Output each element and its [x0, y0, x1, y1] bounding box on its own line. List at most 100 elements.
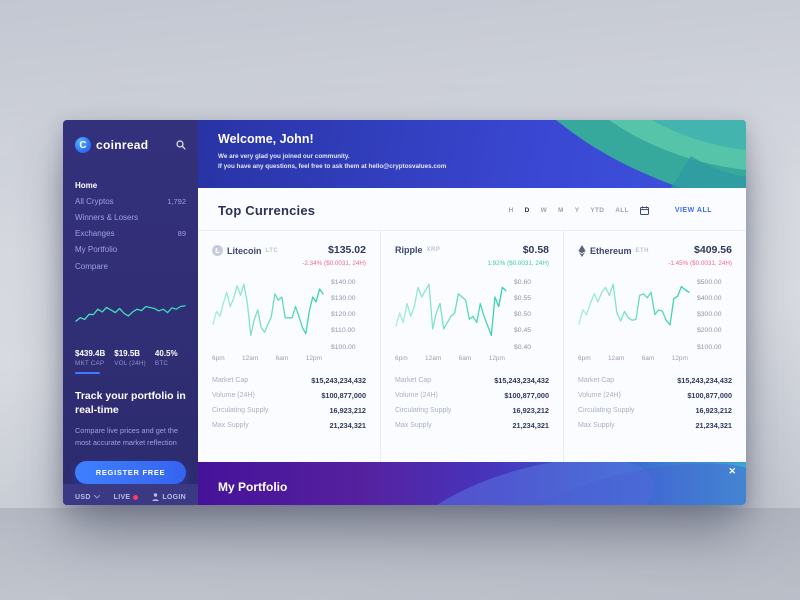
stat-label: BTC	[154, 360, 169, 368]
welcome-banner: Welcome, John! We are very glad you join…	[198, 120, 746, 188]
search-icon[interactable]	[176, 140, 186, 150]
stat-label: Circulating Supply	[212, 406, 269, 414]
stat-value: $100,877,000	[321, 390, 366, 400]
ethereum-price-chart	[578, 278, 690, 348]
litecoin-icon: Ł	[212, 245, 223, 256]
stat-label: Circulating Supply	[395, 406, 452, 414]
stat-market-cap[interactable]: $439.4B MKT CAP	[75, 349, 106, 375]
card-ripple[interactable]: Ripple XRP $0.58 1.92% ($0.0031, 24H)	[380, 231, 563, 462]
welcome-title: Welcome, John!	[218, 132, 314, 146]
coin-name: Ripple	[395, 245, 423, 255]
card-ethereum[interactable]: Ethereum ETH $409.56 -1.45% ($0.0031, 24…	[563, 231, 746, 462]
dashboard-window: C coinread Home All Cryptos 1,792 Winner…	[63, 120, 746, 505]
coin-identity: Ripple XRP	[395, 244, 440, 255]
sidebar-item-winners-losers[interactable]: Winners & Losers	[75, 209, 186, 225]
stat-volume[interactable]: $19.5B VOL (24H)	[114, 349, 146, 374]
chart-zone: 6pm 12am 6am 12pm $140.00 $130.00 $120.0…	[212, 278, 366, 362]
stat-label: MKT CAP	[75, 360, 105, 368]
stat-value: 21,234,321	[329, 420, 366, 430]
live-label: LIVE	[113, 493, 131, 501]
my-portfolio-bar[interactable]: My Portfolio ✕	[198, 462, 746, 505]
stat-value: 40.5%	[154, 349, 178, 359]
stat-value: $19.5B	[114, 349, 141, 359]
sidebar-item-compare[interactable]: Compare	[75, 258, 186, 274]
x-axis-labels: 6pm 12am 6am 12pm	[395, 354, 505, 362]
card-header: Ripple XRP $0.58 1.92% ($0.0031, 24H)	[395, 244, 549, 267]
currency-cards: Ł Litecoin LTC $135.02 -2.34% ($0.0031, …	[198, 231, 746, 462]
y-axis-labels: $140.00 $130.00 $120.00 $110.00 $100.00	[331, 278, 356, 351]
menu-label: Compare	[75, 261, 108, 271]
coin-identity: Ethereum ETH	[578, 244, 649, 257]
menu-badge: 89	[177, 229, 186, 239]
promo-block: Track your portfolio in real-time Compar…	[63, 374, 198, 448]
section-title: Top Currencies	[218, 203, 316, 218]
stat-value: 16,923,212	[512, 405, 549, 415]
x-axis-labels: 6pm 12am 6am 12pm	[212, 354, 322, 362]
menu-badge: 1,792	[167, 196, 186, 206]
stat-label: Market Cap	[578, 376, 615, 384]
view-all-link[interactable]: VIEW ALL	[674, 207, 712, 214]
promo-title: Track your portfolio in real-time	[75, 390, 186, 416]
stat-value: 16,923,212	[695, 405, 732, 415]
coin-change: 1.92% ($0.0031, 24H)	[487, 259, 549, 267]
time-filters: H D W M Y YTD ALL	[509, 206, 649, 215]
close-icon[interactable]: ✕	[728, 466, 736, 476]
banner-decoration	[556, 120, 746, 188]
litecoin-price-chart	[212, 278, 324, 348]
currency-selector[interactable]: USD	[75, 494, 100, 501]
calendar-icon[interactable]	[639, 206, 649, 215]
logo-row: C coinread	[63, 120, 198, 165]
promo-text: Compare live prices and get the most acc…	[75, 426, 179, 447]
menu-label: All Cryptos	[75, 196, 114, 206]
menu-label: Home	[75, 180, 98, 190]
active-stat-underline	[75, 372, 100, 375]
y-axis-labels: $0.60 $0.55 $0.50 $0.45 $0.40	[514, 278, 532, 351]
coin-stats: Market Cap $15,243,234,432 Volume (24H) $1…	[578, 373, 732, 433]
login-label: LOGIN	[162, 493, 186, 501]
brand-name: coinread	[96, 138, 149, 152]
stat-label: Volume (24H)	[578, 391, 621, 399]
coin-ticker: ETH	[635, 248, 650, 254]
menu-label: Winners & Losers	[75, 212, 139, 222]
coin-price: $0.58	[522, 244, 549, 256]
coin-change: -1.45% ($0.0031, 24H)	[668, 259, 732, 267]
filter-day[interactable]: D	[524, 207, 530, 214]
filter-ytd[interactable]: YTD	[590, 207, 605, 214]
coin-name: Litecoin	[227, 245, 262, 256]
sidebar-footer: USD LIVE LOGIN	[63, 484, 198, 505]
card-litecoin[interactable]: Ł Litecoin LTC $135.02 -2.34% ($0.0031, …	[198, 231, 380, 462]
market-sparkline-chart	[75, 296, 186, 341]
filter-month[interactable]: M	[558, 207, 564, 214]
sidebar-item-home[interactable]: Home	[75, 177, 186, 193]
sidebar-item-exchanges[interactable]: Exchanges 89	[75, 226, 186, 242]
portfolio-bar-decoration	[402, 462, 746, 505]
x-axis-labels: 6pm 12am 6am 12pm	[578, 354, 688, 362]
coin-ticker: LTC	[265, 247, 279, 254]
filter-week[interactable]: W	[540, 207, 547, 214]
currency-label: USD	[75, 493, 91, 501]
sidebar-item-all-cryptos[interactable]: All Cryptos 1,792	[75, 193, 186, 209]
coinread-logo-icon: C	[75, 137, 91, 153]
filter-all[interactable]: ALL	[615, 207, 629, 214]
stat-value: 16,923,212	[329, 405, 366, 415]
ethereum-icon	[578, 245, 586, 257]
filter-year[interactable]: Y	[574, 207, 580, 214]
welcome-line2: If you have any questions, feel free to …	[218, 162, 447, 170]
content-header: Top Currencies H D W M Y YTD ALL	[198, 188, 746, 231]
register-free-button[interactable]: REGISTER FREE	[75, 461, 186, 484]
portfolio-bar-title: My Portfolio	[218, 479, 288, 494]
stat-value: $439.4B	[75, 349, 106, 359]
sidebar-item-my-portfolio[interactable]: My Portfolio	[75, 242, 186, 258]
coin-stats: Market Cap $15,243,234,432 Volume (24H) $1…	[212, 373, 366, 433]
stat-value: $100,877,000	[687, 390, 732, 400]
filter-hour[interactable]: H	[508, 207, 514, 214]
login-button[interactable]: LOGIN	[152, 493, 186, 501]
stat-label: Max Supply	[578, 421, 615, 429]
stat-label: Market Cap	[395, 376, 432, 384]
live-indicator[interactable]: LIVE	[114, 494, 139, 501]
content-area: Top Currencies H D W M Y YTD ALL	[198, 188, 746, 462]
stat-label: Circulating Supply	[578, 406, 635, 414]
stat-btc-dominance[interactable]: 40.5% BTC	[155, 349, 185, 374]
market-stats: $439.4B MKT CAP $19.5B VOL (24H) 40.5% B…	[63, 349, 198, 375]
sidebar-menu: Home All Cryptos 1,792 Winners & Losers …	[63, 165, 198, 274]
